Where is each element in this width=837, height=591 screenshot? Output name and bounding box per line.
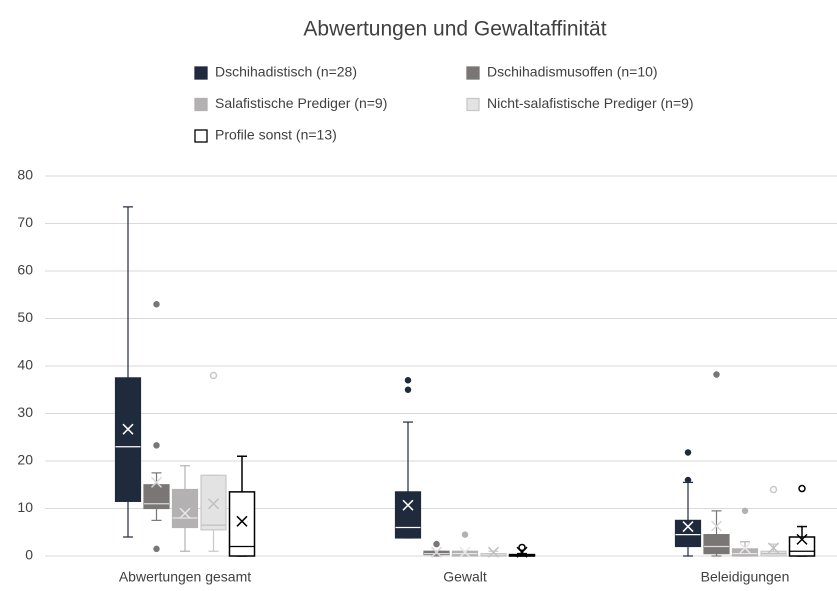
mean-marker: [487, 546, 500, 558]
mean-marker: [710, 520, 723, 532]
box: [114, 377, 142, 502]
outlier: [209, 371, 218, 380]
outlier: [684, 449, 692, 456]
box: [703, 534, 730, 555]
outlier: [518, 543, 526, 552]
box: [171, 488, 199, 529]
outlier: [153, 442, 160, 449]
mean-marker: [150, 476, 163, 488]
y-tick-label: 50: [17, 309, 33, 325]
box: [394, 491, 422, 539]
legend-label: Nicht-salafistische Prediger (n=9): [487, 95, 694, 111]
mean-marker: [402, 499, 414, 511]
outlier: [153, 301, 160, 308]
y-tick-label: 80: [17, 167, 33, 183]
mean-marker: [739, 542, 751, 554]
box: [674, 519, 702, 548]
mean-marker: [796, 533, 808, 545]
mean-marker: [207, 498, 220, 510]
mean-marker: [122, 423, 134, 435]
outlier: [798, 484, 806, 493]
legend-swatch: [194, 97, 208, 112]
box: [143, 484, 170, 510]
legend-swatch: [466, 66, 480, 80]
outlier: [769, 485, 778, 494]
outlier: [153, 545, 160, 553]
x-tick-label: Beleidigungen: [701, 569, 790, 585]
mean-marker: [459, 546, 471, 558]
chart-title: Abwertungen und Gewaltaffinität: [303, 18, 606, 41]
legend-swatch: [194, 66, 208, 80]
box: [228, 491, 256, 557]
y-tick-label: 10: [17, 499, 33, 515]
mean-marker: [430, 546, 443, 558]
mean-marker: [767, 542, 780, 554]
legend-label: Dschihadistisch (n=28): [215, 64, 357, 80]
outlier: [684, 476, 692, 484]
outlier: [713, 371, 720, 378]
legend-label: Dschihadismusoffen (n=10): [487, 64, 658, 80]
box: [200, 474, 227, 531]
box: [731, 548, 759, 557]
y-tick-label: 40: [17, 357, 33, 373]
y-tick-label: 20: [17, 452, 33, 468]
mean-marker: [179, 507, 191, 519]
outlier: [404, 386, 412, 393]
outlier: [461, 531, 469, 538]
y-tick-label: 60: [17, 262, 33, 278]
mean-marker: [682, 521, 694, 533]
y-tick-label: 30: [17, 404, 33, 420]
y-tick-label: 70: [17, 214, 33, 230]
mean-marker: [236, 515, 248, 527]
outlier: [433, 540, 440, 548]
legend-swatch: [466, 97, 480, 112]
outlier: [741, 507, 749, 515]
outlier: [404, 377, 412, 384]
legend-label: Profile sonst (n=13): [215, 127, 337, 143]
legend-label: Salafistische Prediger (n=9): [215, 95, 387, 111]
x-tick-label: Abwertungen gesamt: [119, 569, 251, 585]
y-tick-label: 0: [25, 547, 33, 563]
legend-swatch: [194, 129, 208, 143]
x-tick-label: Gewalt: [443, 569, 487, 585]
